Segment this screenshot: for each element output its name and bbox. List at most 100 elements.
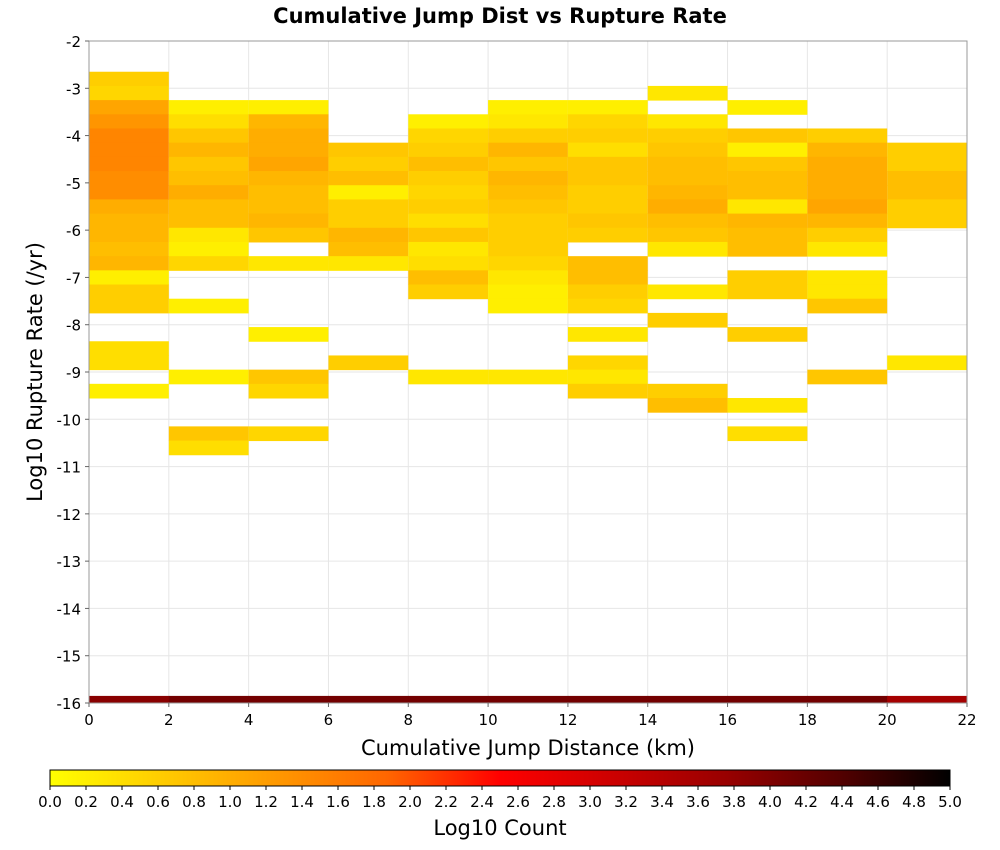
heatmap-cell	[647, 185, 728, 200]
heatmap-cell	[887, 355, 967, 371]
heatmap-cell	[567, 355, 648, 371]
heatmap-cell	[408, 142, 489, 158]
heatmap-cell	[887, 695, 968, 703]
heatmap-cell	[488, 199, 568, 215]
heatmap-cell	[727, 227, 808, 243]
heatmap-cell	[328, 199, 409, 215]
heatmap-cell	[89, 355, 169, 371]
heatmap-cell	[647, 398, 728, 413]
y-tick-label: -8	[66, 317, 81, 335]
heatmap-cell	[807, 213, 888, 229]
heatmap-cell	[807, 270, 888, 286]
heatmap-cell	[488, 128, 568, 144]
colorbar-tick-label: 1.6	[326, 793, 350, 811]
colorbar-tick-label: 0.6	[146, 793, 170, 811]
heatmap-cell	[168, 426, 249, 442]
heatmap-cell	[408, 241, 489, 257]
heatmap-cell	[248, 256, 329, 271]
heatmap-cell	[727, 185, 808, 200]
colorbar-tick-label: 1.4	[290, 793, 314, 811]
x-tick-label: 22	[957, 711, 976, 729]
heatmap-cell	[887, 199, 967, 215]
y-tick-label: -14	[57, 600, 82, 618]
heatmap-cell	[168, 185, 249, 200]
y-tick-label: -7	[66, 269, 81, 287]
colorbar-tick-label: 0.0	[38, 793, 62, 811]
heatmap-cell	[89, 383, 169, 399]
y-tick-label: -4	[66, 128, 81, 146]
colorbar-tick-label: 0.8	[182, 793, 206, 811]
heatmap-cell	[727, 270, 808, 286]
heatmap-cell	[567, 114, 648, 129]
heatmap-cell	[647, 199, 728, 215]
colorbar-label: Log10 Count	[433, 816, 566, 840]
heatmap-cell	[408, 369, 489, 385]
heatmap-cell	[807, 241, 888, 257]
y-tick-label: -11	[57, 459, 82, 477]
colorbar-tick-label: 3.4	[650, 793, 674, 811]
heatmap-cell	[647, 171, 728, 186]
heatmap-cell	[408, 199, 489, 215]
heatmap-cell	[488, 227, 568, 243]
heatmap-cell	[408, 256, 489, 271]
heatmap-cell	[89, 241, 169, 257]
heatmap-cell	[567, 185, 648, 200]
colorbar-tick-label: 0.2	[74, 793, 98, 811]
heatmap-cell	[168, 213, 249, 229]
heatmap-cell	[89, 156, 169, 172]
heatmap-cell	[567, 227, 648, 243]
heatmap-cell	[89, 142, 169, 158]
heatmap-cell	[887, 156, 967, 172]
heatmap-cell	[408, 171, 489, 186]
colorbar-tick-label: 4.6	[866, 793, 890, 811]
heatmap-cell	[727, 100, 808, 115]
heatmap-cell	[248, 369, 329, 385]
heatmap-cell	[248, 185, 329, 200]
heatmap-cell	[727, 213, 808, 229]
heatmap-cell	[488, 695, 569, 703]
heatmap-cell	[567, 284, 648, 300]
heatmap-cell	[567, 171, 648, 186]
heatmap-cell	[647, 312, 728, 328]
heatmap-cell	[647, 156, 728, 172]
heatmap-cell	[727, 284, 808, 300]
heatmap-cell	[408, 156, 489, 172]
colorbar-tick-label: 4.8	[902, 793, 926, 811]
heatmap-cell	[567, 383, 648, 399]
heatmap-cell	[567, 199, 648, 215]
heatmap-cell	[89, 256, 169, 271]
heatmap-cell	[89, 71, 169, 87]
heatmap-cell	[248, 156, 329, 172]
heatmap-cell	[248, 227, 329, 243]
heatmap-cell	[248, 383, 329, 399]
heatmap-cell	[567, 213, 648, 229]
heatmap-cell	[647, 114, 728, 129]
heatmap-cell	[488, 284, 568, 300]
colorbar-tick-label: 1.0	[218, 793, 242, 811]
heatmap-cell	[168, 156, 249, 172]
heatmap-cell	[488, 256, 568, 271]
heatmap-cell	[168, 100, 249, 115]
heatmap-cell	[727, 426, 808, 442]
colorbar-tick-label: 4.4	[830, 793, 854, 811]
colorbar-tick-label: 4.0	[758, 793, 782, 811]
heatmap-cell	[488, 213, 568, 229]
heatmap-cell	[727, 171, 808, 186]
heatmap-cell	[647, 695, 729, 703]
heatmap-cell	[168, 114, 249, 129]
colorbar-tick-label: 1.2	[254, 793, 278, 811]
colorbar-tick-label: 2.8	[542, 793, 566, 811]
heatmap-cell	[727, 695, 808, 703]
heatmap-cell	[168, 171, 249, 186]
heatmap-cell	[488, 114, 568, 129]
heatmap-cell	[408, 185, 489, 200]
colorbar-tick-label: 1.8	[362, 793, 386, 811]
heatmap-cell	[567, 100, 648, 115]
heatmap-cell	[89, 227, 169, 243]
heatmap-cell	[488, 100, 568, 115]
heatmap-cell	[647, 142, 728, 158]
x-tick-label: 6	[324, 711, 334, 729]
heatmap-cell	[488, 142, 568, 158]
heatmap-cell	[727, 327, 808, 342]
